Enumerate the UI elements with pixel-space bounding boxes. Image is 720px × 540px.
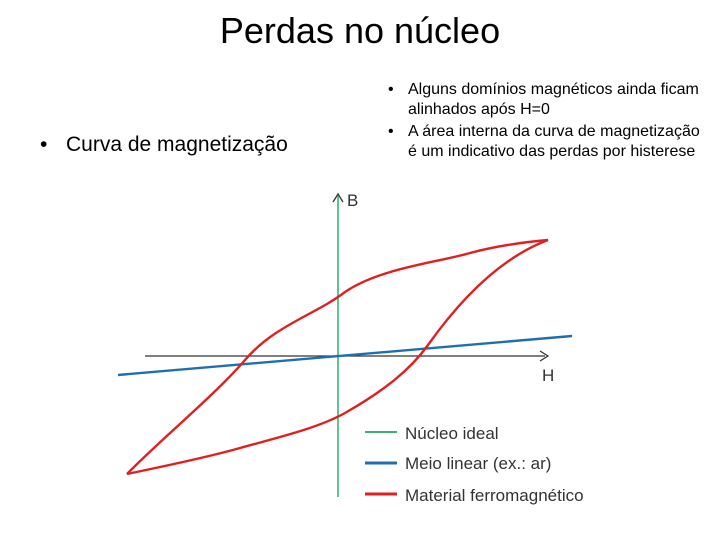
bullet-right-2: • A área interna da curva de magnetizaçã… (382, 122, 712, 162)
h-axis-label: H (542, 366, 554, 385)
legend-label-linear: Meio linear (ex.: ar) (405, 454, 551, 473)
ferro-upper-branch (126, 238, 549, 475)
bullets-right: • Alguns domínios magnéticos ainda ficam… (382, 80, 712, 164)
legend-label-ferro: Material ferromagnético (405, 486, 584, 505)
bullet-right-text-2: A área interna da curva de magnetização … (408, 123, 700, 160)
legend: Núcleo ideal Meio linear (ex.: ar) Mater… (365, 424, 584, 505)
h-axis-arrow (539, 350, 550, 362)
linear-medium-line (117, 334, 573, 377)
bullet-dot: • (388, 81, 394, 98)
bullet-dot: • (40, 133, 48, 156)
slide-title: Perdas no núcleo (219, 10, 501, 51)
ferro-lower-branch (126, 238, 549, 476)
bullet-left-text: Curva de magnetização (66, 133, 288, 156)
b-axis-arrow (332, 192, 344, 203)
bullet-left-1: • Curva de magnetização (40, 133, 288, 157)
legend-label-ideal: Núcleo ideal (405, 424, 499, 443)
bullet-dot: • (388, 123, 394, 140)
bullet-right-1: • Alguns domínios magnéticos ainda ficam… (382, 80, 712, 120)
bullet-right-text-1: Alguns domínios magnéticos ainda ficam a… (408, 81, 699, 118)
b-axis-label: B (347, 191, 358, 210)
